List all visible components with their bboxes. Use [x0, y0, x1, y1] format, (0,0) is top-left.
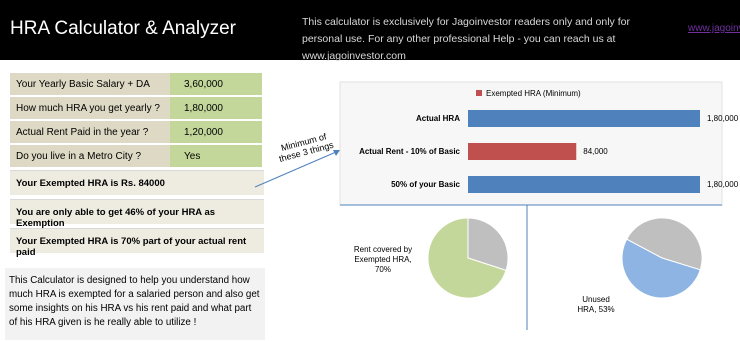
pie-label: Unused HRA, 53%	[577, 295, 615, 314]
arrow-head	[333, 150, 340, 156]
input-value[interactable]: 1,20,000	[170, 121, 262, 144]
value-label: 84,000	[583, 147, 608, 156]
bar	[468, 110, 700, 127]
category-label: Actual HRA	[416, 114, 460, 123]
category-label: Actual Rent - 10% of Basic	[359, 147, 460, 156]
link[interactable]: www.jagoinvestor.com	[688, 23, 740, 34]
input-label: How much HRA you get yearly ?	[10, 97, 170, 120]
input-label: Your Yearly Basic Salary + DA	[10, 73, 170, 96]
result: Your Exempted HRA is 70% part of your ac…	[10, 228, 264, 258]
legend-label: Exempted HRA (Minimum)	[486, 89, 581, 98]
input-value[interactable]: 3,60,000	[170, 73, 262, 96]
pie-label: Rent covered by Exempted HRA, 70%	[353, 245, 413, 274]
pie-slice	[427, 217, 507, 299]
title: HRA Calculator & Analyzer	[10, 18, 236, 39]
pie-slice	[621, 238, 701, 299]
result: Your Exempted HRA is Rs. 84000	[10, 170, 264, 195]
arrow-line	[254, 151, 337, 188]
description: This Calculator is designed to help you …	[5, 268, 265, 340]
value-label: 1,80,000	[707, 114, 739, 123]
input-value[interactable]: Yes	[170, 145, 262, 168]
legend-swatch	[476, 90, 482, 96]
pie-slice	[626, 217, 703, 271]
pie-slice	[467, 217, 509, 271]
bar	[468, 176, 700, 193]
input-value[interactable]: 1,80,000	[170, 97, 262, 120]
notice: This calculator is exclusively for Jagoi…	[302, 16, 630, 62]
input-label: Actual Rent Paid in the year ?	[10, 121, 170, 144]
result: You are only able to get 46% of your HRA…	[10, 199, 264, 229]
category-label: 50% of your Basic	[391, 180, 460, 189]
header-bar	[0, 0, 740, 60]
value-label: 1,80,000	[707, 180, 739, 189]
bar	[468, 143, 577, 160]
input-label: Do you live in a Metro City ?	[10, 145, 170, 168]
